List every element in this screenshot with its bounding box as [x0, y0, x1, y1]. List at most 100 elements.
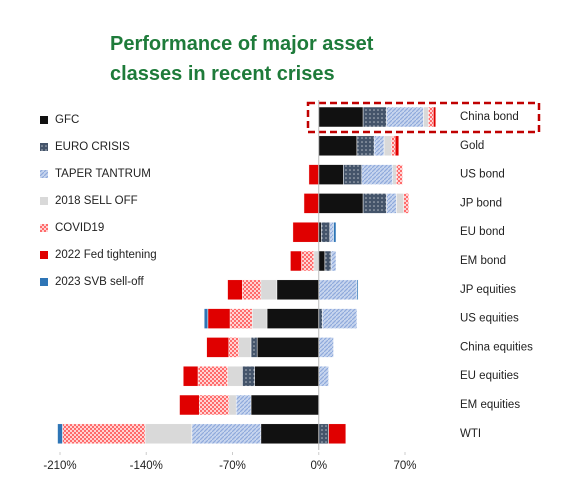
legend-swatch [40, 197, 48, 205]
bar-segment [290, 250, 302, 272]
bar-segment [242, 279, 262, 301]
bar-segment [206, 337, 230, 358]
legend-label: EURO CRISIS [55, 141, 130, 153]
legend-label: 2023 SVB sell-off [55, 276, 144, 288]
bar-segment [391, 135, 396, 157]
bar-segment [356, 279, 359, 301]
bar-segment [320, 221, 331, 243]
bar-segment [318, 279, 358, 301]
legend-swatch [40, 170, 48, 178]
bar-segment [318, 423, 329, 445]
bar-segment [191, 423, 262, 445]
bar-segment [318, 106, 364, 128]
x-tick-label: -140% [130, 460, 163, 472]
bar-segment [182, 365, 199, 387]
category-label: US equities [460, 313, 519, 325]
legend-label: GFC [55, 114, 79, 126]
bar-segment [386, 193, 397, 214]
bar-segment [235, 394, 252, 416]
bar-segment [308, 164, 319, 185]
legend-swatch [40, 143, 48, 151]
category-label: China bond [460, 111, 519, 123]
bar-segment [318, 193, 364, 214]
bar-segment [361, 164, 393, 185]
chart-title: Performance of major asset [110, 33, 374, 55]
bar-segment [362, 193, 387, 214]
category-label: EU bond [460, 226, 505, 238]
bar-segment [242, 365, 255, 387]
bar-segment [318, 164, 344, 185]
x-tick-label: -70% [219, 460, 246, 472]
x-tick-label: -210% [43, 460, 76, 472]
bar-segment [423, 106, 429, 128]
bar-segment [373, 135, 385, 157]
bar-segment [62, 423, 146, 445]
bar-segment [228, 337, 239, 358]
bar-segment [318, 308, 323, 329]
legend-swatch [40, 251, 48, 259]
chart-title: classes in recent crises [110, 63, 335, 85]
bar-segment [343, 164, 363, 185]
bar-segment [330, 250, 337, 272]
bar-segment [362, 106, 387, 128]
bar-segment [260, 279, 278, 301]
bar-segment [179, 394, 200, 416]
bar-segment [303, 193, 320, 214]
category-label: Gold [460, 140, 484, 152]
bar-segment [324, 250, 332, 272]
bar-segment [356, 135, 375, 157]
bar-segment [318, 365, 329, 387]
category-label: JP bond [460, 197, 502, 209]
bar-segment [396, 164, 403, 185]
bar-segment [301, 250, 315, 272]
bar-segment [57, 423, 63, 445]
category-label: WTI [460, 428, 481, 440]
bar-segment [318, 337, 334, 358]
bar-segment [322, 308, 358, 329]
bar-segment [144, 423, 193, 445]
bar-segment [313, 250, 320, 272]
x-tick-label: 0% [310, 460, 327, 472]
legend-swatch [40, 224, 48, 232]
bar-segment [254, 365, 319, 387]
legend-label: TAPER TANTRUM [55, 168, 151, 180]
bar-segment [251, 308, 268, 329]
bar-segment [383, 135, 392, 157]
bar-segment [318, 250, 326, 272]
bar-segment [266, 308, 319, 329]
bar-segment [203, 308, 209, 329]
legend-label: 2018 SELL OFF [55, 195, 138, 207]
bar-segment [227, 365, 243, 387]
bar-segment [276, 279, 320, 301]
bar-segment [227, 279, 243, 301]
bar-segment [386, 106, 424, 128]
bar-segment [250, 394, 320, 416]
bar-segment [207, 308, 231, 329]
category-label: China equities [460, 341, 533, 353]
bar-segment [318, 135, 358, 157]
bar-segment [256, 337, 319, 358]
bar-segment [198, 394, 230, 416]
bar-segment [403, 193, 409, 214]
bar-segment [329, 221, 334, 243]
bar-segment [394, 135, 400, 157]
bar-segment [292, 221, 319, 243]
category-label: EM bond [460, 255, 506, 267]
bar-segment [197, 365, 228, 387]
category-label: EM equities [460, 399, 520, 411]
bar-segment [250, 337, 258, 358]
category-label: EU equities [460, 370, 519, 382]
bar-segment [333, 221, 337, 243]
bar-segment [433, 106, 437, 128]
bar-segment [392, 164, 397, 185]
x-tick-label: 70% [393, 460, 416, 472]
legend-swatch [40, 278, 48, 286]
bar-segment [260, 423, 320, 445]
bar-segment [229, 308, 253, 329]
bar-segment [228, 394, 237, 416]
legend-label: COVID19 [55, 222, 104, 234]
bar-segment [428, 106, 434, 128]
highlight-box [306, 101, 541, 134]
bar-segment [238, 337, 252, 358]
